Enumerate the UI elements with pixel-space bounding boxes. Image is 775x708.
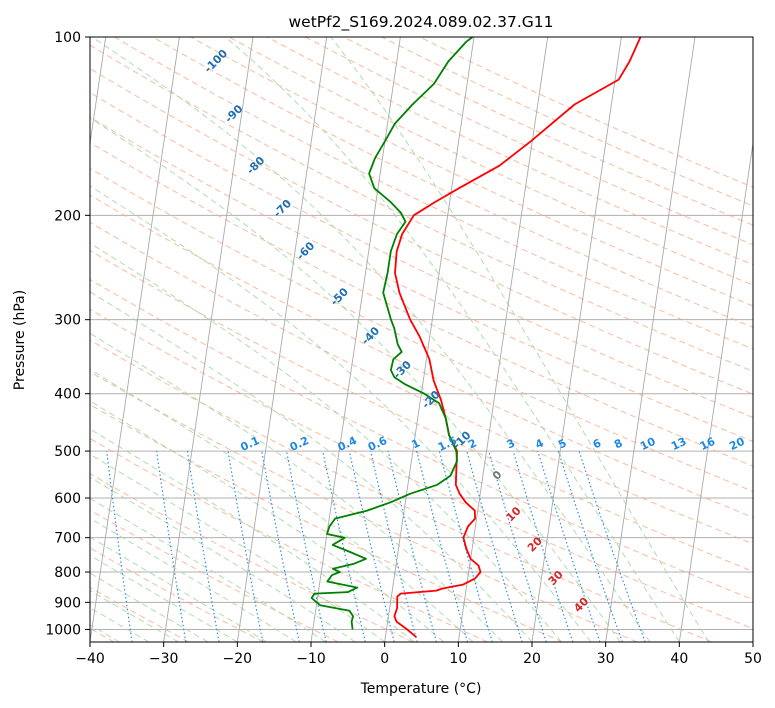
mixing-ratio-line xyxy=(322,450,366,642)
dry-adiabat-line xyxy=(90,437,488,642)
mixing-ratio-lines xyxy=(106,450,646,642)
x-tick-label: 20 xyxy=(523,651,541,667)
x-tick-label: −10 xyxy=(296,651,326,667)
x-axis: −40 −30 −20 −10 0 10 20 30 40 50 xyxy=(75,642,762,667)
mixing-ratio-line xyxy=(156,451,187,642)
isotherm-line xyxy=(384,37,475,642)
y-tick-label: 100 xyxy=(54,30,81,46)
isotherm-line xyxy=(90,37,180,642)
isotherm-line xyxy=(457,37,549,642)
x-tick-label: 0 xyxy=(380,651,389,667)
moist-adiabat-line xyxy=(90,517,297,642)
moist-adiabat-line xyxy=(90,185,592,642)
mixing-ratio-label: 10 xyxy=(638,435,658,453)
isotherm-line xyxy=(90,37,107,147)
x-tick-label: 30 xyxy=(597,651,615,667)
isotherm-line xyxy=(310,37,401,642)
mixing-ratio-label: 16 xyxy=(698,435,718,453)
y-axis: 100 200 300 400 500 600 700 800 900 1000 xyxy=(45,30,90,638)
y-tick-label: 1000 xyxy=(45,622,81,638)
moist-adiabat-line xyxy=(90,476,356,642)
moist-adiabat-line xyxy=(90,368,474,642)
isotherm-line xyxy=(678,140,753,642)
moist-adiabat-line xyxy=(90,589,179,642)
moist-adiabat-line xyxy=(90,536,268,642)
y-tick-label: 200 xyxy=(54,208,81,224)
mixing-ratio-label: 13 xyxy=(669,435,688,453)
isotherm-line xyxy=(531,37,622,642)
mixing-ratio-line xyxy=(261,450,300,642)
moist-adiabat-line xyxy=(90,497,326,642)
mixing-ratio-line xyxy=(416,450,469,642)
y-tick-label: 400 xyxy=(54,387,81,403)
y-tick-label: 800 xyxy=(54,565,81,581)
dry-adiabat-line xyxy=(90,339,712,642)
sounding-series xyxy=(310,37,642,638)
isotherm-line xyxy=(163,37,254,642)
mixing-ratio-labels: 0.10.20.40.611.523456810131620253036 xyxy=(238,434,747,454)
x-tick-label: 50 xyxy=(744,651,762,667)
mixing-ratio-line xyxy=(387,450,437,642)
y-tick-label: 700 xyxy=(54,531,81,547)
dry-adiabat-line xyxy=(90,473,414,642)
moist-adiabat-line xyxy=(90,291,533,642)
dry-adiabat-line xyxy=(90,221,753,545)
x-tick-label: −40 xyxy=(75,651,105,667)
moist-adiabat-line xyxy=(91,37,651,642)
x-axis-label: Temperature (°C) xyxy=(360,681,482,697)
mixing-ratio-line xyxy=(227,451,264,642)
moist-adiabat-line xyxy=(90,453,385,642)
mixing-ratio-line xyxy=(557,450,623,642)
moist-adiabat-line xyxy=(90,332,503,642)
mixing-ratio-line xyxy=(348,450,395,642)
y-tick-label: 300 xyxy=(54,313,81,329)
isotherm-line xyxy=(236,37,328,642)
mixing-ratio-line xyxy=(537,450,601,642)
moist-adiabat-line xyxy=(224,37,680,642)
mixing-ratio-line xyxy=(578,450,646,642)
temperature-line xyxy=(393,37,642,638)
isotherm-gridlines xyxy=(90,37,753,642)
x-tick-label: −30 xyxy=(149,651,179,667)
x-tick-label: 40 xyxy=(670,651,688,667)
moist-adiabat-line xyxy=(90,572,209,642)
plot-area: -100-90-80-70-60-50-40-30-20-10010203040… xyxy=(90,37,753,642)
isotherm-line xyxy=(605,37,696,642)
y-tick-label: 900 xyxy=(54,595,81,611)
mixing-ratio-line xyxy=(466,450,523,642)
dry-adiabat-line xyxy=(90,278,753,601)
y-tick-label: 600 xyxy=(54,491,81,507)
mixing-ratio-label: 20 xyxy=(727,435,747,453)
x-tick-label: −20 xyxy=(223,651,253,667)
mixing-ratio-line xyxy=(186,451,220,642)
dry-adiabat-line xyxy=(90,308,753,630)
y-axis-label: Pressure (hPa) xyxy=(12,290,28,390)
mixing-ratio-line xyxy=(488,450,547,642)
moist-adiabat-line xyxy=(330,37,710,642)
dewpoint-line xyxy=(310,37,474,630)
mixing-ratio-line xyxy=(512,450,574,642)
y-tick-label: 500 xyxy=(54,444,81,460)
plot-frame xyxy=(89,36,754,643)
chart-title: wetPf2_S169.2024.089.02.37.G11 xyxy=(289,13,554,32)
mixing-ratio-line xyxy=(438,450,493,642)
mixing-ratio-line xyxy=(106,451,133,642)
dry-adiabat-line xyxy=(90,249,753,572)
moist-adiabat-line xyxy=(90,400,444,642)
moist-adiabat-line xyxy=(90,242,562,642)
moist-adiabats xyxy=(90,37,710,642)
x-tick-label: 10 xyxy=(449,651,467,667)
mixing-ratio-line xyxy=(285,450,327,642)
moist-adiabat-line xyxy=(90,117,621,642)
mixing-ratio-line xyxy=(369,450,418,642)
moist-adiabat-line xyxy=(90,554,238,642)
